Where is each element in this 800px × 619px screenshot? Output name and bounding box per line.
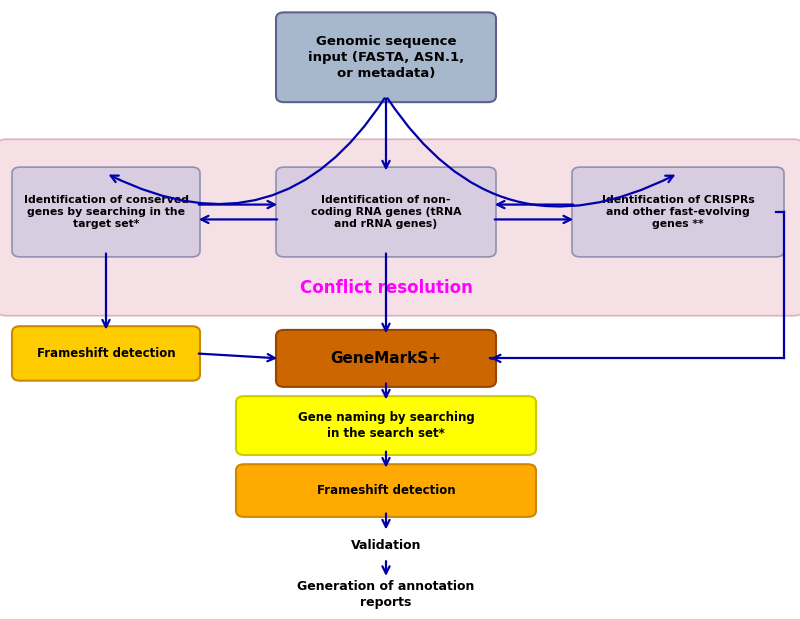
Text: Genomic sequence
input (FASTA, ASN.1,
or metadata): Genomic sequence input (FASTA, ASN.1, or… xyxy=(308,35,464,80)
Text: GeneMarkS+: GeneMarkS+ xyxy=(330,351,442,366)
Text: Frameshift detection: Frameshift detection xyxy=(317,484,455,497)
Text: Generation of annotation
reports: Generation of annotation reports xyxy=(298,580,474,608)
Text: Identification of conserved
genes by searching in the
target set*: Identification of conserved genes by sea… xyxy=(23,194,189,230)
FancyBboxPatch shape xyxy=(236,396,536,455)
FancyBboxPatch shape xyxy=(276,167,496,257)
Text: Validation: Validation xyxy=(350,539,422,553)
FancyBboxPatch shape xyxy=(12,326,200,381)
FancyBboxPatch shape xyxy=(12,167,200,257)
Text: Frameshift detection: Frameshift detection xyxy=(37,347,175,360)
FancyBboxPatch shape xyxy=(276,12,496,102)
FancyBboxPatch shape xyxy=(0,139,800,316)
Text: Gene naming by searching
in the search set*: Gene naming by searching in the search s… xyxy=(298,411,474,440)
Text: Identification of non-
coding RNA genes (tRNA
and rRNA genes): Identification of non- coding RNA genes … xyxy=(310,194,462,230)
FancyBboxPatch shape xyxy=(276,330,496,387)
FancyBboxPatch shape xyxy=(572,167,784,257)
Text: Conflict resolution: Conflict resolution xyxy=(299,279,473,297)
FancyBboxPatch shape xyxy=(236,464,536,517)
Text: Identification of CRISPRs
and other fast-evolving
genes **: Identification of CRISPRs and other fast… xyxy=(602,194,754,230)
